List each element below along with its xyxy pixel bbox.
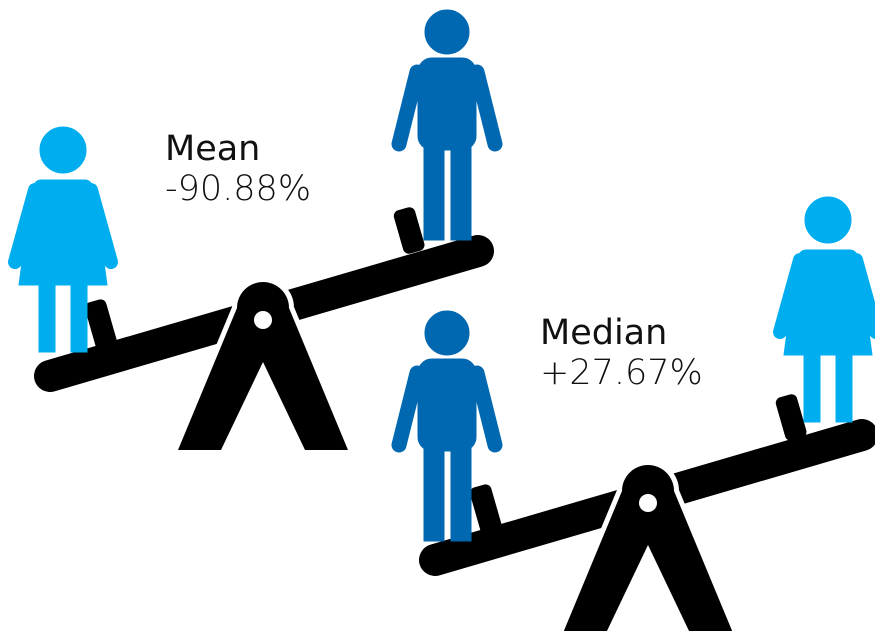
man-figure bbox=[399, 10, 495, 240]
peg bbox=[774, 393, 808, 442]
page: Mean -90.88% Median +27.67% (() => { con… bbox=[0, 0, 875, 631]
stat-value: +27.67% bbox=[540, 353, 703, 393]
infographic: Mean -90.88% Median +27.67% bbox=[0, 0, 875, 631]
stat-label: Mean bbox=[165, 129, 260, 169]
stat-label: Median bbox=[540, 313, 667, 353]
woman-figure bbox=[780, 197, 875, 422]
stat-value: -90.88% bbox=[165, 169, 311, 209]
peg bbox=[392, 206, 426, 255]
